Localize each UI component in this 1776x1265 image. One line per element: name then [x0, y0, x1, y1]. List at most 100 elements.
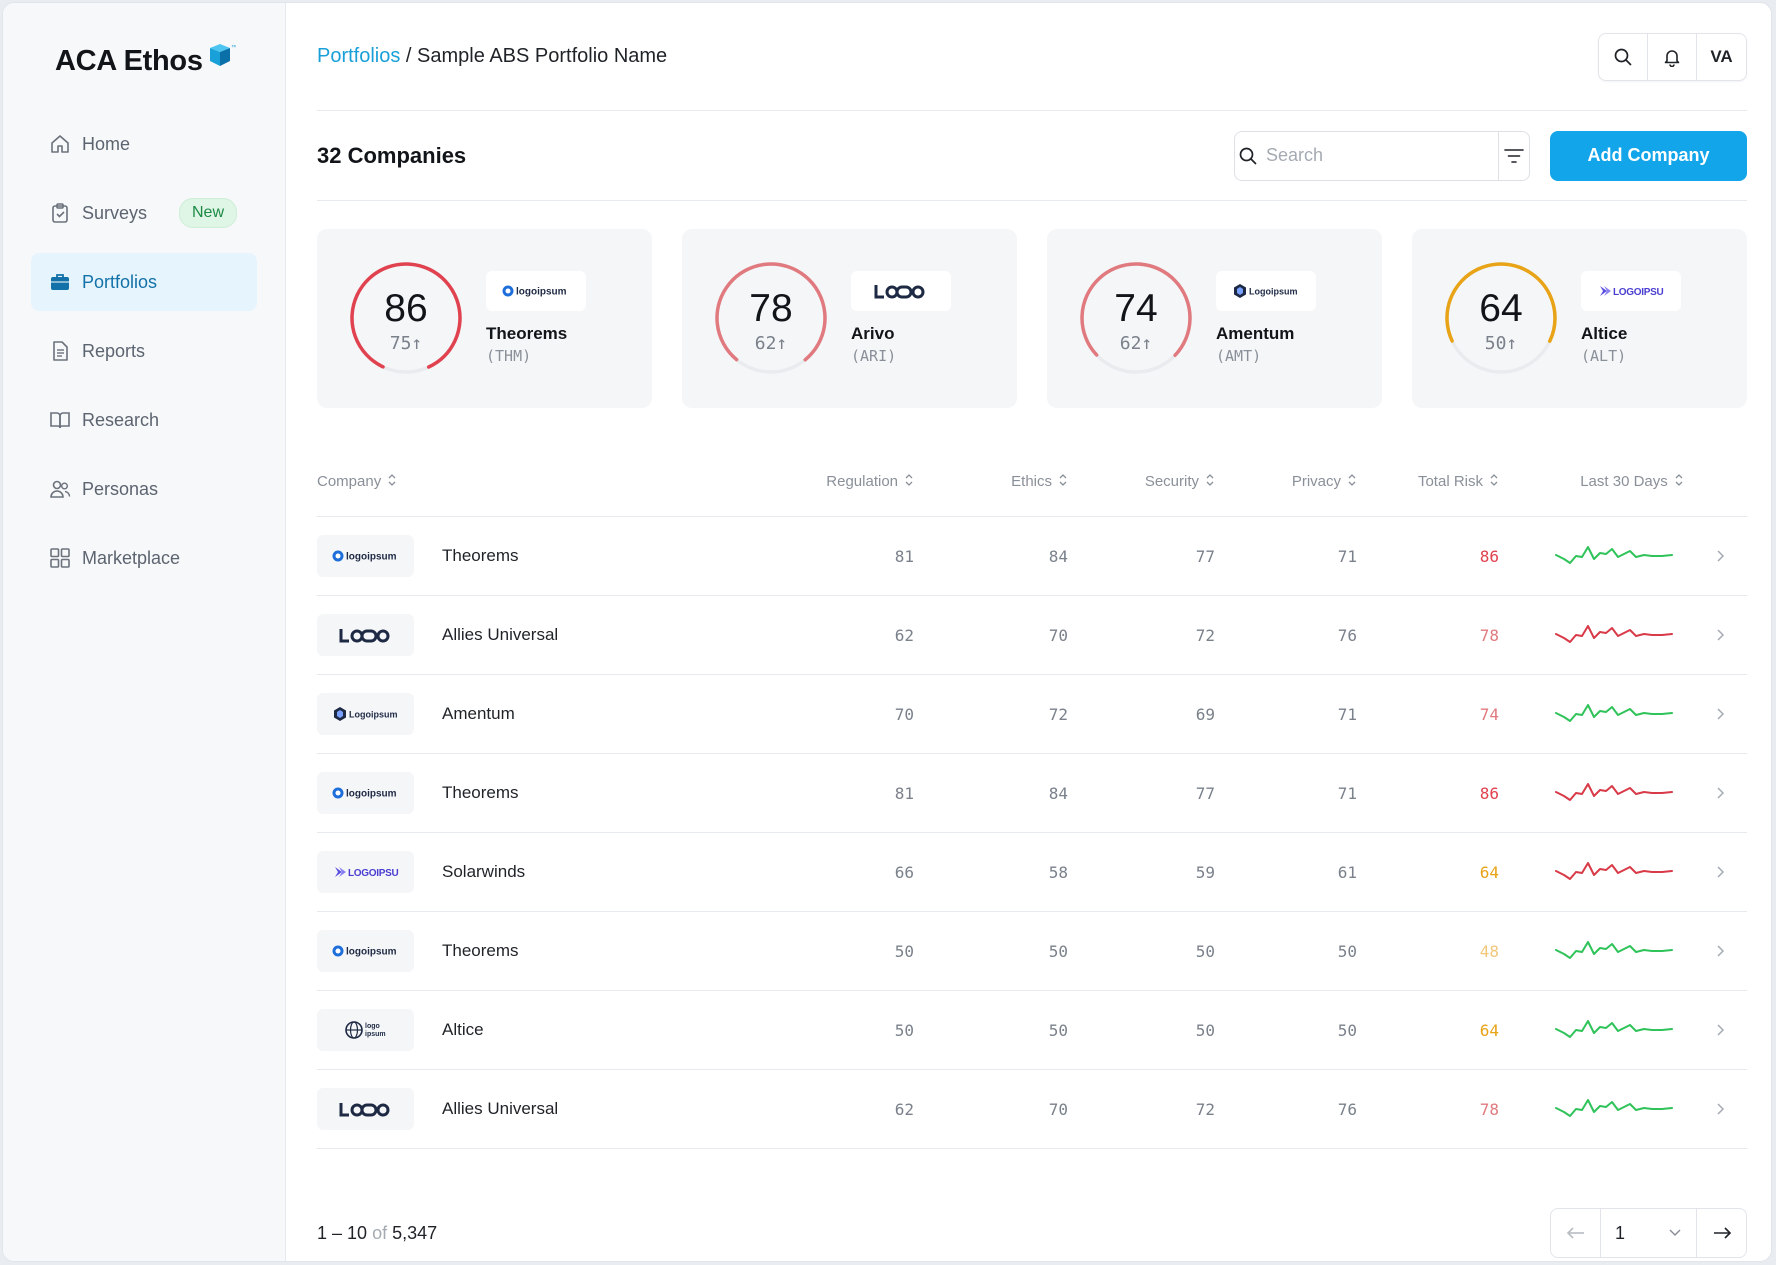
score-card[interactable]: 86 75↑ logoipsum Theorems (THM): [317, 229, 652, 408]
table-row[interactable]: LOGOIPSUM Solarwinds 66 58 59 61 64: [317, 833, 1747, 912]
previous-score-value: 75: [389, 333, 412, 354]
user-avatar-button[interactable]: VA: [1710, 46, 1733, 66]
security-score: 77: [1195, 546, 1215, 566]
svg-text:LOGOIPSUM: LOGOIPSUM: [348, 868, 399, 879]
sidebar-item-research[interactable]: Research: [31, 391, 257, 449]
sidebar-item-marketplace[interactable]: Marketplace: [31, 529, 257, 587]
company-name: Allies Universal: [442, 625, 559, 644]
breadcrumb: Portfolios / Sample ABS Portfolio Name: [317, 45, 667, 68]
search-input[interactable]: [1257, 131, 1498, 180]
svg-text:logo: logo: [365, 1023, 380, 1030]
ethics-score: 84: [1048, 783, 1068, 803]
row-chevron-right-icon[interactable]: [1689, 707, 1725, 721]
clipboard-icon: [49, 202, 71, 224]
search-icon: [1614, 48, 1632, 65]
total-risk-score: 48: [1479, 941, 1499, 961]
security-score: 50: [1195, 941, 1215, 961]
score-card[interactable]: 64 50↑ LOGOIPSUM Altice (ALT): [1412, 229, 1747, 408]
company-logo: [317, 614, 414, 656]
global-search-button[interactable]: [1599, 33, 1648, 80]
table-row[interactable]: logoipsum Theorems 81 84 77 71 86: [317, 754, 1747, 833]
add-company-button[interactable]: Add Company: [1550, 130, 1747, 181]
score-ring: [350, 262, 462, 374]
column-header-security[interactable]: Security: [1068, 473, 1215, 491]
column-label: Privacy: [1291, 473, 1341, 490]
sidebar-item-surveys[interactable]: Surveys New: [31, 184, 257, 242]
company-name: Allies Universal: [442, 1099, 559, 1118]
search-icon: [1235, 146, 1258, 166]
filter-icon: [1504, 148, 1524, 163]
current-score: 78: [749, 287, 793, 330]
svg-text:Logoipsum: Logoipsum: [1249, 287, 1298, 297]
notifications-button[interactable]: [1648, 33, 1697, 80]
current-score: 74: [1114, 287, 1158, 330]
column-header-ethics[interactable]: Ethics: [914, 473, 1068, 491]
range-of-text: of: [372, 1222, 388, 1243]
previous-score-value: 62: [1119, 333, 1142, 354]
table-row[interactable]: Allies Universal 62 70 72 76 78: [317, 1070, 1747, 1149]
previous-score-value: 62: [754, 333, 777, 354]
privacy-score: 76: [1337, 625, 1357, 645]
company-logo-cell: [317, 614, 417, 656]
sidebar-nav: Home Surveys New Portfolios Reports Research P…: [31, 115, 257, 587]
users-icon: [49, 478, 71, 500]
column-header-total-risk[interactable]: Total Risk: [1357, 473, 1499, 491]
score-card[interactable]: 78 62↑ Arivo (ARI): [682, 229, 1017, 408]
row-chevron-right-icon[interactable]: [1689, 1102, 1725, 1116]
trend-sparkline: [1499, 543, 1689, 569]
previous-score: 75↑: [343, 333, 469, 354]
regulation-score: 81: [894, 783, 914, 803]
total-risk-score: 86: [1479, 546, 1499, 566]
sidebar-item-reports[interactable]: Reports: [31, 322, 257, 380]
table-row[interactable]: logoipsum Theorems 50 50 50 50 48: [317, 912, 1747, 991]
security-score: 59: [1195, 862, 1215, 882]
sidebar-item-personas[interactable]: Personas: [31, 460, 257, 518]
company-logo-cell: LOGOIPSUM: [317, 851, 417, 893]
filter-button[interactable]: [1497, 131, 1529, 180]
column-header-regulation[interactable]: Regulation: [784, 473, 914, 491]
regulation-score: 62: [894, 625, 914, 645]
arrow-left-icon: [1566, 1227, 1584, 1239]
main-content: Portfolios / Sample ABS Portfolio Name V…: [286, 3, 1771, 1261]
sort-icon: [1058, 473, 1068, 491]
row-chevron-right-icon[interactable]: [1689, 944, 1725, 958]
brand-logo[interactable]: ACA Ethos ™: [31, 41, 257, 81]
total-risk-score: 86: [1479, 783, 1499, 803]
breadcrumb-portfolios-link[interactable]: Portfolios: [317, 45, 401, 67]
company-name: Arivo: [851, 324, 895, 343]
table-row[interactable]: Logoipsum Amentum 70 72 69 71 74: [317, 675, 1747, 754]
row-chevron-right-icon[interactable]: [1689, 1023, 1725, 1037]
total-risk-score: 78: [1479, 625, 1499, 645]
row-chevron-right-icon[interactable]: [1689, 628, 1725, 642]
current-score: 86: [384, 287, 428, 330]
sort-icon: [1347, 473, 1357, 491]
company-name: Theorems: [442, 783, 519, 802]
pager: 1: [1550, 1208, 1747, 1258]
column-header-company[interactable]: Company: [317, 473, 784, 491]
previous-score: 62↑: [708, 333, 834, 354]
svg-text:ipsum: ipsum: [365, 1031, 386, 1038]
column-header-last-30-days[interactable]: Last 30 Days: [1499, 473, 1725, 491]
previous-page-button[interactable]: [1551, 1209, 1600, 1257]
score-card[interactable]: 74 62↑ Logoipsum Amentum (AMT): [1047, 229, 1382, 408]
breadcrumb-separator: /: [400, 45, 418, 67]
column-header-privacy[interactable]: Privacy: [1215, 473, 1357, 491]
row-chevron-right-icon[interactable]: [1689, 549, 1725, 563]
table-row[interactable]: Allies Universal 62 70 72 76 78: [317, 596, 1747, 675]
sidebar-item-label: Surveys: [82, 202, 148, 223]
table-row[interactable]: logoipsum Theorems 81 84 77 71 86: [317, 517, 1747, 596]
regulation-score: 81: [894, 546, 914, 566]
sidebar-item-home[interactable]: Home: [31, 115, 257, 173]
row-chevron-right-icon[interactable]: [1689, 865, 1725, 879]
next-page-button[interactable]: [1697, 1209, 1746, 1257]
sidebar-item-portfolios[interactable]: Portfolios: [31, 253, 257, 311]
page-select[interactable]: 1: [1600, 1209, 1697, 1257]
bell-icon: [1664, 49, 1680, 67]
svg-text:LOGOIPSUM: LOGOIPSUM: [1613, 287, 1664, 298]
company-name: Amentum: [1216, 324, 1295, 343]
svg-text:logoipsum: logoipsum: [346, 947, 397, 958]
row-chevron-right-icon[interactable]: [1689, 786, 1725, 800]
table-row[interactable]: logo ipsum Altice 50 50 50 50 64: [317, 991, 1747, 1070]
arrow-right-icon: [1713, 1227, 1731, 1239]
